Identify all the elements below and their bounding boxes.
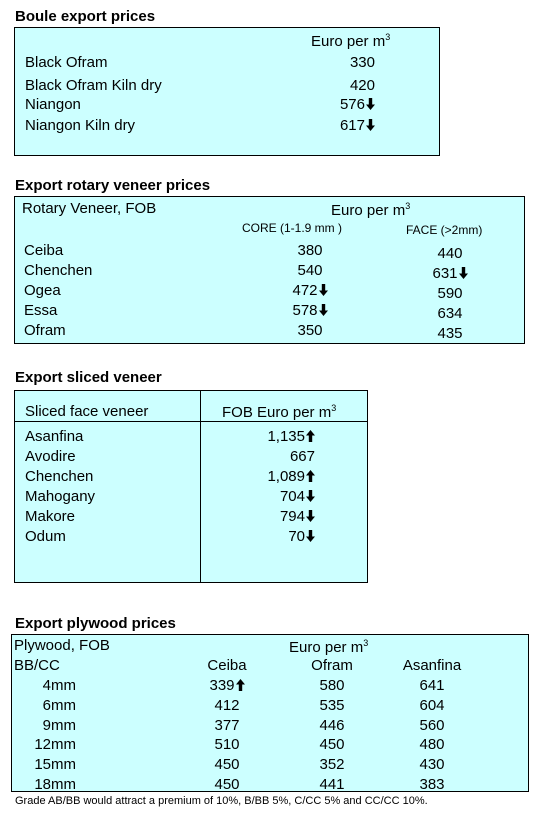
rotary-title: Export rotary veneer prices xyxy=(15,177,211,194)
plywood-row-size: 18mm xyxy=(34,776,76,793)
boule-row-value: 617 xyxy=(315,117,375,134)
rotary-label: Rotary Veneer, FOB xyxy=(22,200,157,217)
sliced-title: Export sliced veneer xyxy=(15,369,162,386)
plywood-row-size: 6mm xyxy=(42,697,76,714)
plywood-row-value: 441 xyxy=(319,776,345,793)
plywood-row-size: 9mm xyxy=(42,717,76,734)
plywood-row-value: 446 xyxy=(319,717,345,734)
arrow-up-icon xyxy=(235,679,245,691)
sliced-row-name: Avodire xyxy=(25,448,76,465)
plywood-row-value: 450 xyxy=(214,776,240,793)
boule-table: Euro per m3 Black Ofram 330 Black Ofram Ki… xyxy=(14,27,440,156)
boule-title: Boule export prices xyxy=(15,8,156,25)
boule-row-value: 420 xyxy=(349,77,375,94)
rotary-header: Euro per m3 xyxy=(331,201,411,219)
plywood-header: Euro per m3 xyxy=(289,638,369,656)
plywood-grade: BB/CC xyxy=(14,657,60,674)
arrow-down-icon xyxy=(366,119,375,131)
sliced-row-name: Asanfina xyxy=(25,428,84,445)
plywood-row-value: 535 xyxy=(319,697,345,714)
rotary-row-name: Essa xyxy=(24,302,58,319)
rotary-row-core: 350 xyxy=(297,322,323,339)
sliced-header-rule xyxy=(15,421,367,422)
plywood-row-value: 377 xyxy=(214,717,240,734)
plywood-row-value: 480 xyxy=(419,736,445,753)
plywood-col-header: Asanfina xyxy=(402,657,462,674)
sliced-row-value: 1,089 xyxy=(245,468,315,485)
arrow-down-icon xyxy=(318,304,328,316)
arrow-down-icon xyxy=(306,510,315,522)
rotary-row-face: 631 xyxy=(410,265,490,282)
rotary-row-face: 440 xyxy=(437,245,463,262)
plywood-title: Export plywood prices xyxy=(15,615,176,632)
arrow-down-icon xyxy=(306,490,315,502)
sliced-row-name: Odum xyxy=(25,528,66,545)
sliced-row-name: Mahogany xyxy=(25,488,96,505)
plywood-row-value: 450 xyxy=(214,756,240,773)
rotary-row-face: 590 xyxy=(437,285,463,302)
plywood-row-value: 641 xyxy=(419,677,445,694)
plywood-row-value: 560 xyxy=(419,717,445,734)
sliced-col-value: FOB Euro per m3 xyxy=(222,403,337,421)
sliced-row-value: 667 xyxy=(289,448,315,465)
plywood-row-value: 580 xyxy=(319,677,345,694)
boule-row-value: 330 xyxy=(349,54,375,71)
plywood-col-header: Ofram xyxy=(311,657,353,674)
plywood-col-header: Ceiba xyxy=(207,657,247,674)
rotary-table: Rotary Veneer, FOB Euro per m3 CORE (1-1… xyxy=(14,196,525,344)
plywood-row-value: 430 xyxy=(419,756,445,773)
arrow-up-icon xyxy=(306,470,315,482)
sliced-row-value: 70 xyxy=(245,528,315,545)
boule-row-name: Niangon xyxy=(25,96,81,113)
rotary-row-face: 634 xyxy=(437,305,463,322)
rotary-row-core: 380 xyxy=(297,242,323,259)
sliced-row-value: 1,135 xyxy=(245,428,315,445)
sliced-row-name: Makore xyxy=(25,508,76,525)
sliced-col-name: Sliced face veneer xyxy=(25,403,149,420)
rotary-row-core: 578 xyxy=(270,302,350,319)
arrow-down-icon xyxy=(306,530,315,542)
rotary-row-face: 435 xyxy=(437,325,463,342)
arrow-down-icon xyxy=(318,284,328,296)
plywood-footnote: Grade AB/BB would attract a premium of 1… xyxy=(15,795,428,807)
arrow-down-icon xyxy=(458,267,468,279)
boule-row-name: Black Ofram Kiln dry xyxy=(25,77,162,94)
arrow-down-icon xyxy=(366,98,375,110)
rotary-row-name: Ofram xyxy=(24,322,66,339)
plywood-table: Plywood, FOB Euro per m3 BB/CC Ceiba Ofra… xyxy=(11,634,529,793)
sliced-row-value: 704 xyxy=(245,488,315,505)
plywood-row-size: 15mm xyxy=(34,756,76,773)
boule-row-name: Black Ofram xyxy=(25,54,108,71)
sliced-row-value: 794 xyxy=(245,508,315,525)
plywood-row-size: 4mm xyxy=(42,677,76,694)
plywood-row-size: 12mm xyxy=(34,736,76,753)
plywood-row-value: 510 xyxy=(214,736,240,753)
plywood-row-value: 450 xyxy=(319,736,345,753)
sliced-row-name: Chenchen xyxy=(25,468,94,485)
arrow-up-icon xyxy=(306,430,315,442)
plywood-row-value: 339 xyxy=(197,677,257,694)
rotary-col-core: CORE (1-1.9 mm ) xyxy=(242,221,343,235)
rotary-row-name: Ogea xyxy=(24,282,61,299)
rotary-row-core: 540 xyxy=(297,262,323,279)
boule-row-name: Niangon Kiln dry xyxy=(25,117,136,134)
plywood-row-value: 604 xyxy=(419,697,445,714)
plywood-row-value: 383 xyxy=(419,776,445,793)
plywood-row-value: 352 xyxy=(319,756,345,773)
plywood-label: Plywood, FOB xyxy=(14,637,110,654)
rotary-col-face: FACE (>2mm) xyxy=(406,223,483,237)
rotary-row-name: Chenchen xyxy=(24,262,93,279)
boule-row-value: 576 xyxy=(315,96,375,113)
plywood-row-value: 412 xyxy=(214,697,240,714)
boule-header: Euro per m3 xyxy=(311,32,391,50)
sliced-table: Sliced face veneer FOB Euro per m3 Asanf… xyxy=(14,390,368,583)
rotary-row-core: 472 xyxy=(270,282,350,299)
rotary-row-name: Ceiba xyxy=(24,242,64,259)
sliced-col-divider xyxy=(200,391,201,582)
